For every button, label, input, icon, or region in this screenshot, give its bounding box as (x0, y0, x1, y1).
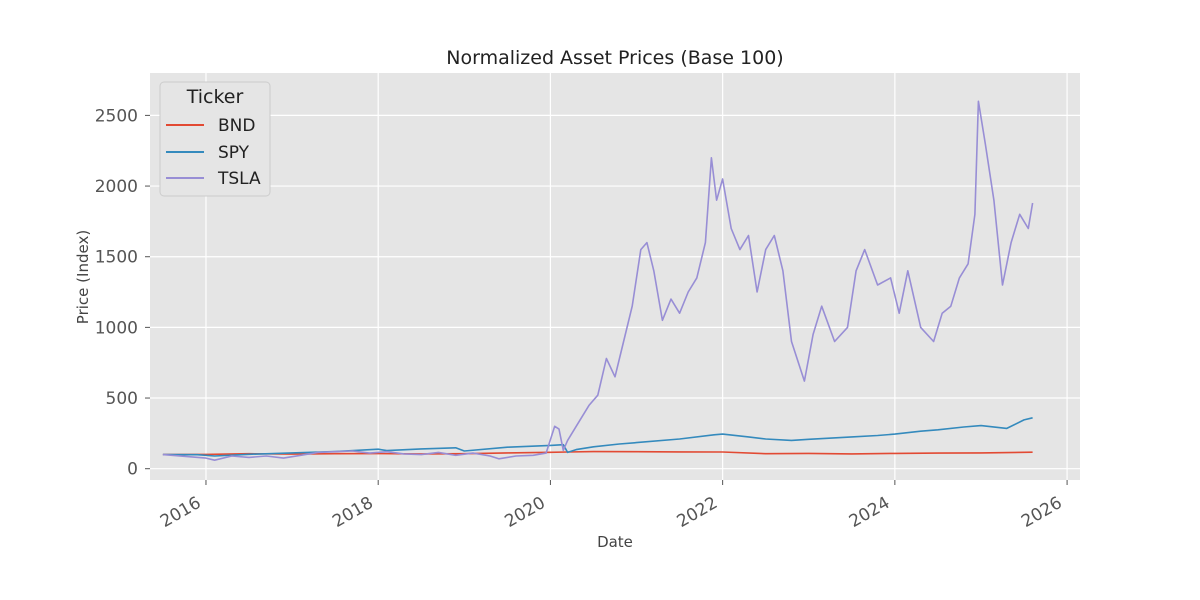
y-tick-label: 2500 (95, 106, 138, 126)
y-tick-label: 1000 (95, 318, 138, 338)
y-tick-label: 0 (127, 460, 138, 480)
y-tick-label: 500 (106, 389, 138, 409)
y-tick-label: 2000 (95, 177, 138, 197)
x-tick-label: 2024 (846, 493, 893, 532)
legend-label-tsla: TSLA (217, 169, 261, 189)
legend-box (159, 81, 271, 197)
y-axis-label: Price (Index) (74, 230, 92, 324)
x-tick-label: 2016 (157, 493, 204, 532)
x-axis-label: Date (597, 533, 633, 551)
series-line-spy (162, 417, 1033, 457)
x-tick-label: 2022 (674, 493, 721, 532)
legend-label-spy: SPY (218, 143, 250, 163)
y-tick-label: 1500 (95, 248, 138, 268)
series-layer (162, 100, 1034, 462)
plot-background (150, 73, 1080, 480)
series-line-tsla (162, 100, 1034, 462)
x-axis: 2016 2018 2020 2022 2024 2026 (157, 480, 1068, 532)
chart-title: Normalized Asset Prices (Base 100) (446, 47, 783, 69)
legend-title: Ticker (186, 86, 244, 108)
legend: Ticker BND SPY TSLA (159, 81, 271, 197)
grid (150, 73, 1080, 480)
legend-label-bnd: BND (218, 116, 255, 136)
x-tick-label: 2020 (501, 493, 548, 532)
x-tick-label: 2026 (1018, 493, 1065, 532)
y-axis: 0 500 1000 1500 2000 2500 (95, 106, 150, 480)
x-tick-label: 2018 (329, 493, 376, 532)
